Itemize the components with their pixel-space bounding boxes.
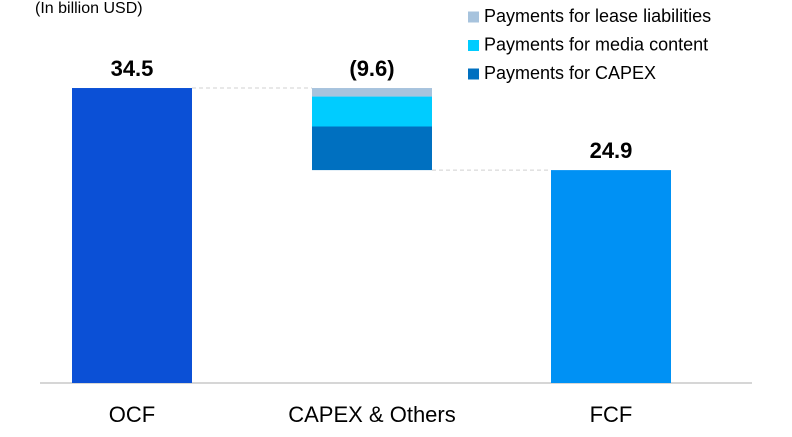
legend-label: Payments for CAPEX bbox=[484, 63, 656, 83]
x-tick-label: OCF bbox=[109, 402, 155, 427]
legend-swatch bbox=[468, 11, 479, 23]
bar bbox=[551, 170, 671, 383]
chart-subtitle: (In billion USD) bbox=[35, 0, 143, 17]
legend-swatch bbox=[468, 40, 479, 51]
value-label: 24.9 bbox=[590, 138, 633, 163]
bar-segment bbox=[312, 88, 432, 97]
legend-label: Payments for lease liabilities bbox=[484, 6, 711, 26]
legend-swatch bbox=[468, 68, 479, 80]
value-label: 34.5 bbox=[111, 56, 154, 81]
x-tick-label: FCF bbox=[590, 402, 633, 427]
legend-label: Payments for media content bbox=[484, 34, 708, 54]
x-tick-label: CAPEX & Others bbox=[288, 402, 456, 427]
bar-segment bbox=[312, 96, 432, 127]
bar-segment bbox=[312, 126, 432, 171]
bar bbox=[72, 88, 192, 384]
value-label: (9.6) bbox=[349, 56, 394, 81]
